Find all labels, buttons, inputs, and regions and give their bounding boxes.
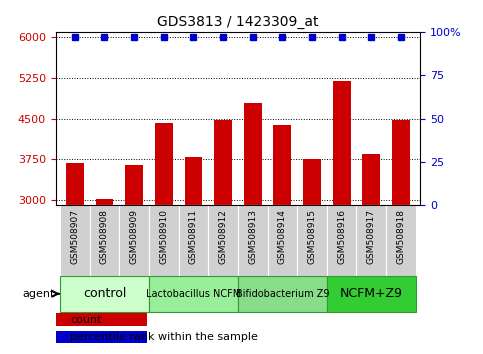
Bar: [125, 165, 143, 354]
Text: GSM508909: GSM508909: [129, 209, 139, 264]
Bar: [149, 276, 238, 312]
Bar: [362, 154, 380, 354]
Bar: [333, 81, 351, 354]
Bar: [149, 205, 179, 276]
Bar: [268, 205, 297, 276]
Bar: [179, 205, 208, 276]
Text: Lactobacillus NCFM: Lactobacillus NCFM: [146, 289, 241, 299]
Bar: [297, 205, 327, 276]
Bar: [214, 120, 232, 354]
Bar: [303, 159, 321, 354]
Title: GDS3813 / 1423309_at: GDS3813 / 1423309_at: [157, 16, 319, 29]
Bar: [56, 313, 147, 326]
Bar: [392, 120, 410, 354]
Text: GSM508907: GSM508907: [71, 209, 79, 264]
Text: GSM508918: GSM508918: [397, 209, 405, 264]
Bar: [56, 331, 147, 343]
Bar: [185, 156, 202, 354]
Bar: [96, 199, 114, 354]
Bar: [238, 276, 327, 312]
Text: agent: agent: [22, 289, 55, 299]
Bar: [386, 205, 416, 276]
Bar: [356, 205, 386, 276]
Bar: [155, 123, 172, 354]
Bar: [119, 205, 149, 276]
Bar: [90, 205, 119, 276]
Text: GSM508917: GSM508917: [367, 209, 376, 264]
Bar: [244, 103, 262, 354]
Text: Bifidobacterium Z9: Bifidobacterium Z9: [236, 289, 329, 299]
Bar: [327, 276, 416, 312]
Text: GSM508910: GSM508910: [159, 209, 168, 264]
Bar: [66, 163, 84, 354]
Bar: [60, 276, 149, 312]
Bar: [327, 205, 356, 276]
Text: GSM508908: GSM508908: [100, 209, 109, 264]
Bar: [208, 205, 238, 276]
Text: percentile rank within the sample: percentile rank within the sample: [70, 332, 258, 342]
Text: GSM508915: GSM508915: [308, 209, 316, 264]
Bar: [60, 205, 90, 276]
Text: GSM508913: GSM508913: [248, 209, 257, 264]
Text: GSM508916: GSM508916: [337, 209, 346, 264]
Text: GSM508911: GSM508911: [189, 209, 198, 264]
Bar: [238, 205, 268, 276]
Text: count: count: [70, 315, 101, 325]
Text: GSM508914: GSM508914: [278, 209, 287, 264]
Bar: [273, 125, 291, 354]
Text: GSM508912: GSM508912: [218, 209, 227, 264]
Text: NCFM+Z9: NCFM+Z9: [340, 287, 403, 300]
Text: control: control: [83, 287, 126, 300]
